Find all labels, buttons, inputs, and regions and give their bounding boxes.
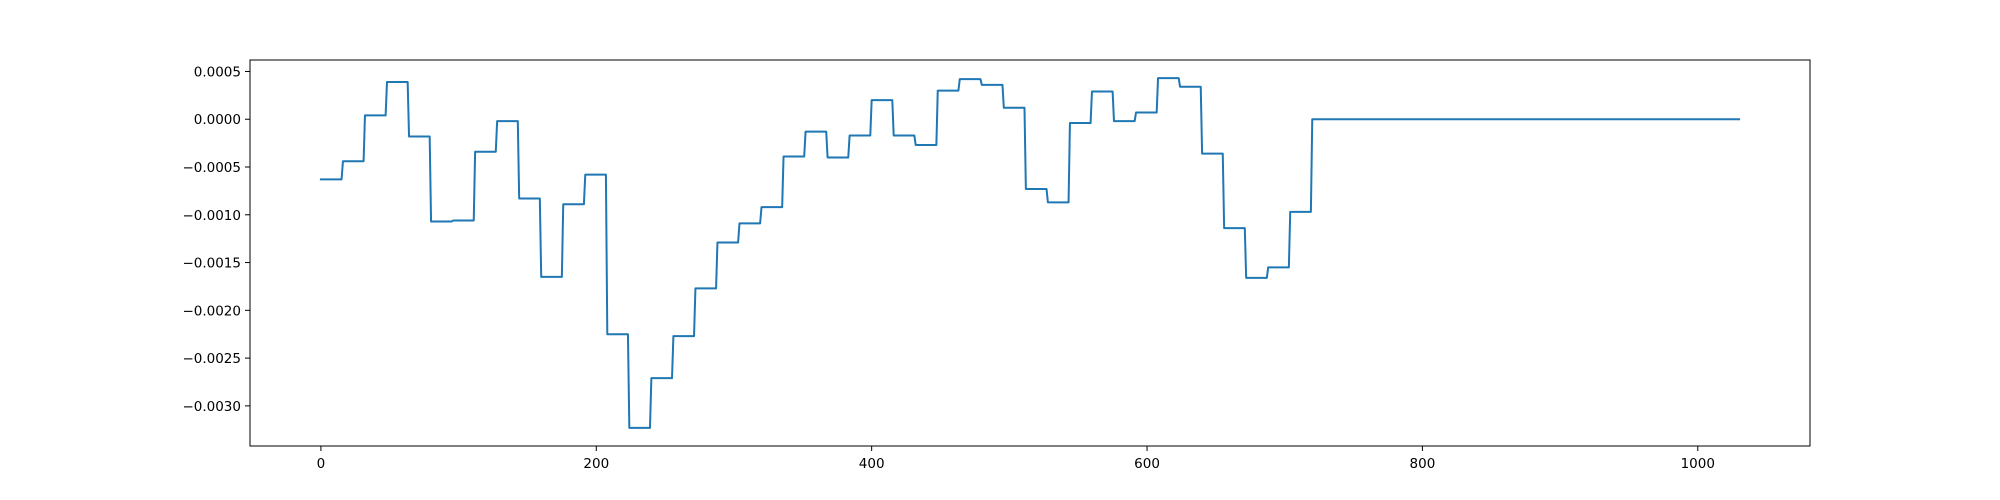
y-tick-label: 0.0000 [194,112,241,128]
x-tick-label: 200 [583,456,609,472]
y-tick-label: −0.0015 [182,256,241,272]
x-tick-label: 1000 [1681,456,1715,472]
x-tick-label: 800 [1410,456,1436,472]
y-tick-label: −0.0010 [182,208,241,224]
x-tick-label: 600 [1134,456,1160,472]
plot-frame [249,59,1811,447]
y-tick-label: −0.0020 [182,303,241,319]
series-line [319,77,1741,429]
y-tick-label: 0.0005 [194,64,241,80]
x-axis-ticks: 0 200 400 600 800 1000 [317,446,1715,472]
y-tick-label: −0.0005 [182,160,241,176]
x-tick-label: 400 [859,456,885,472]
y-axis-ticks: 0.0005 0.0000 −0.0005 −0.0010 −0.0015 −0.0020… [182,64,250,415]
y-tick-label: −0.0025 [182,351,241,367]
x-tick-label: 0 [317,456,326,472]
y-tick-label: −0.0030 [182,399,241,415]
